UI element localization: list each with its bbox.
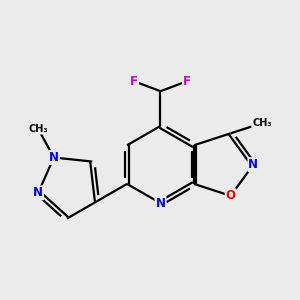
Text: F: F [130, 75, 138, 88]
Text: O: O [226, 189, 236, 202]
Text: CH₃: CH₃ [28, 124, 48, 134]
Text: N: N [49, 151, 59, 164]
Text: N: N [248, 158, 258, 171]
Text: CH₃: CH₃ [252, 118, 272, 128]
Text: F: F [183, 75, 191, 88]
Text: N: N [33, 186, 43, 199]
Text: N: N [155, 197, 166, 210]
